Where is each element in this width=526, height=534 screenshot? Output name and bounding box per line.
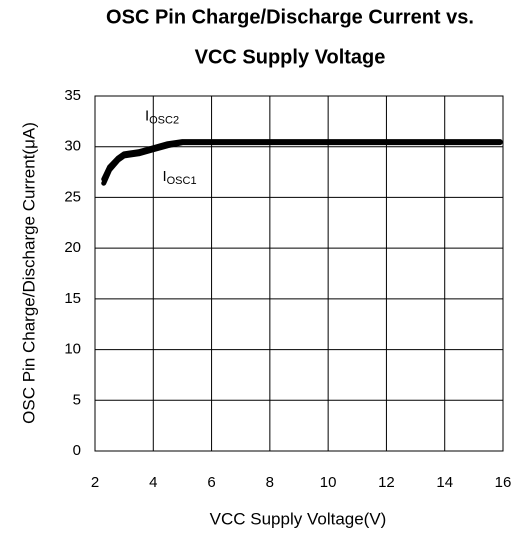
x-tick-label: 8 bbox=[266, 474, 274, 491]
y-tick-label: 20 bbox=[64, 239, 81, 256]
annotation-subscript: OSC1 bbox=[167, 175, 197, 187]
annotation: IOSC2 bbox=[145, 107, 179, 126]
annotation-text: I bbox=[162, 168, 166, 185]
y-tick-label: 10 bbox=[64, 341, 81, 358]
chart-title: OSC Pin Charge/Discharge Current vs. bbox=[106, 6, 474, 28]
x-axis-label: VCC Supply Voltage(V) bbox=[210, 509, 387, 528]
annotation: IOSC1 bbox=[162, 168, 196, 187]
y-tick-label: 0 bbox=[73, 442, 81, 459]
series-line bbox=[101, 140, 503, 186]
y-tick-label: 35 bbox=[64, 87, 81, 104]
y-tick-label: 25 bbox=[64, 188, 81, 205]
x-tick-label: 14 bbox=[436, 474, 453, 491]
annotation-text: I bbox=[145, 107, 149, 124]
x-tick-label: 6 bbox=[207, 474, 215, 491]
x-tick-label: 2 bbox=[91, 474, 99, 491]
x-tick-label: 10 bbox=[320, 474, 337, 491]
annotation-subscript: OSC2 bbox=[149, 114, 179, 126]
y-tick-label: 30 bbox=[64, 138, 81, 155]
x-tick-label: 16 bbox=[495, 474, 512, 491]
y-tick-label: 5 bbox=[73, 391, 81, 408]
x-tick-label: 4 bbox=[149, 474, 157, 491]
x-tick-label: 12 bbox=[378, 474, 395, 491]
plot-frame bbox=[94, 95, 504, 452]
y-axis-label: OSC Pin Charge/Discharge Current(μA) bbox=[19, 122, 38, 424]
y-tick-label: 15 bbox=[64, 290, 81, 307]
chart-title: VCC Supply Voltage bbox=[195, 46, 386, 68]
